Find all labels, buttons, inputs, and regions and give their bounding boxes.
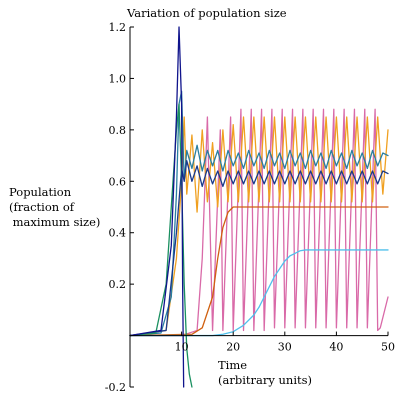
x-tick-label: 40 (329, 341, 343, 354)
series-layer (129, 26, 389, 388)
y-tick-label: -0.2 (105, 381, 126, 394)
y-tick-label: 0.6 (109, 175, 127, 188)
y-tick-label: 1.0 (109, 72, 127, 85)
x-axis-label-line-1: Time (218, 358, 247, 372)
y-tick-label: 0.8 (109, 124, 127, 137)
x-tick-label: 20 (226, 341, 240, 354)
x-tick-label: 50 (381, 341, 395, 354)
series-line-3 (129, 90, 389, 337)
x-tick-label: 10 (175, 341, 189, 354)
series-line-4 (129, 160, 389, 337)
series-line-8 (129, 26, 185, 388)
chart-title: Variation of population size (126, 6, 287, 20)
y-tick-label: 0.2 (109, 278, 127, 291)
y-axis-label-line-1: Population (9, 185, 72, 199)
y-axis-label-line-3: maximum size) (9, 215, 100, 229)
x-axis-label-line-2: (arbitrary units) (218, 373, 312, 387)
x-tick-label: 30 (278, 341, 292, 354)
axes-layer: -0.2 0.2 0.4 0.6 0.8 1.0 1.2 10 20 30 40 50 (105, 21, 395, 394)
y-tick-label: 1.2 (109, 21, 127, 34)
series-line-1 (129, 108, 389, 337)
series-line-7 (129, 103, 193, 388)
y-axis-label-line-2: (fraction of (9, 200, 75, 214)
y-tick-label: 0.4 (109, 227, 127, 240)
series-line-5 (129, 206, 389, 337)
